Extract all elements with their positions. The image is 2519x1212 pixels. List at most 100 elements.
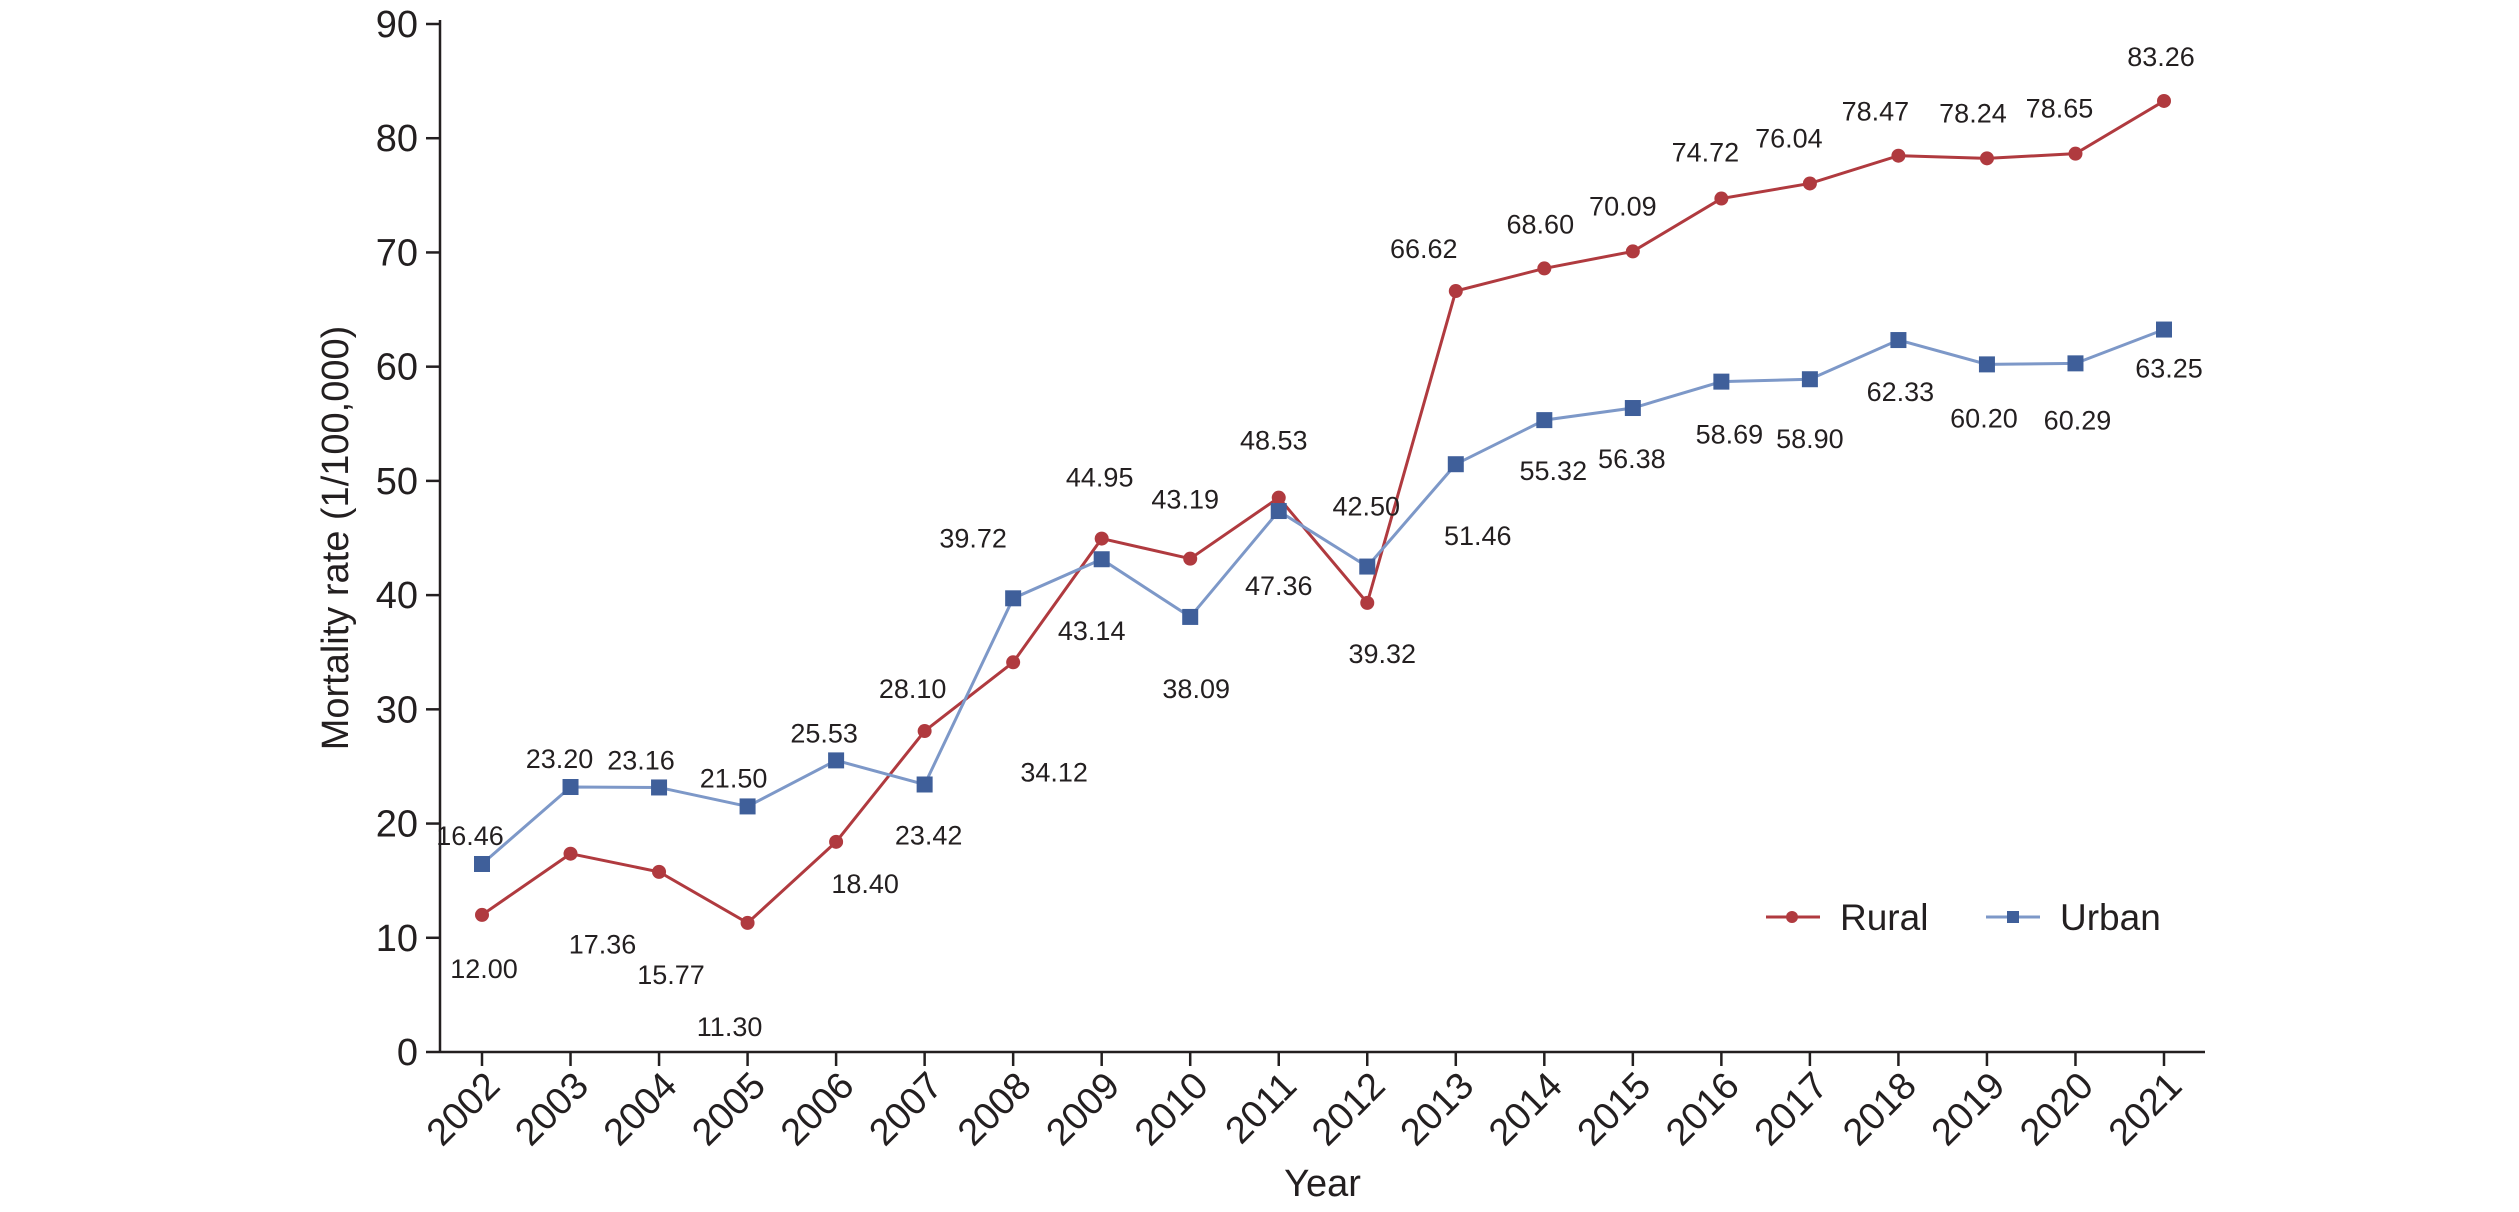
data-label: 74.72 — [1672, 138, 1740, 168]
x-tick-label: 2015 — [1570, 1065, 1659, 1154]
data-label: 78.24 — [1939, 98, 2007, 128]
x-tick-label: 2016 — [1658, 1065, 1747, 1154]
y-tick-label: 60 — [376, 347, 418, 389]
x-tick-label: 2018 — [1835, 1065, 1924, 1154]
data-point — [1182, 608, 1199, 625]
data-point — [651, 779, 668, 796]
data-point — [1891, 148, 1906, 163]
x-tick-label: 2007 — [862, 1065, 951, 1154]
data-point — [1447, 456, 1464, 473]
legend-label: Urban — [2060, 897, 2161, 938]
data-point — [1183, 551, 1198, 566]
data-label: 43.19 — [1151, 485, 1219, 515]
legend: Rural Urban — [1766, 897, 2161, 938]
data-label: 47.36 — [1245, 571, 1313, 601]
legend-item-urban: Urban — [1986, 897, 2161, 938]
legend-marker — [2007, 911, 2019, 923]
data-label: 76.04 — [1755, 123, 1823, 153]
data-point — [475, 907, 489, 922]
x-tick-label: 2010 — [1127, 1065, 1216, 1154]
data-point — [1978, 356, 1995, 373]
data-label: 51.46 — [1444, 521, 1512, 551]
data-label: 58.90 — [1776, 424, 1844, 454]
x-tick-label: 2009 — [1039, 1065, 1128, 1154]
x-tick-label: 2017 — [1747, 1065, 1836, 1154]
data-point — [1802, 176, 1817, 191]
y-tick-label: 80 — [376, 118, 418, 160]
data-point — [1713, 373, 1730, 390]
data-label: 17.36 — [569, 930, 637, 960]
x-tick-label: 2003 — [507, 1065, 596, 1154]
data-point — [2156, 321, 2172, 338]
legend-marker — [1786, 911, 1798, 923]
x-tick-label: 2013 — [1393, 1065, 1482, 1154]
y-tick-label: 50 — [376, 461, 418, 503]
y-tick-label: 10 — [376, 918, 418, 960]
data-point — [1536, 412, 1553, 429]
data-label: 15.77 — [637, 960, 705, 990]
series-line-rural — [481, 99, 2165, 925]
data-label: 58.69 — [1696, 420, 1764, 450]
series-line-urban — [481, 328, 2165, 866]
data-point — [1093, 551, 1110, 568]
data-point — [1094, 531, 1109, 546]
data-label: 48.53 — [1240, 426, 1308, 456]
data-point — [1625, 244, 1640, 259]
data-point — [474, 855, 490, 872]
series-rural — [475, 93, 2171, 930]
x-tick-label: 2002 — [419, 1065, 508, 1154]
data-point — [1714, 191, 1729, 206]
legend-label: Rural — [1840, 897, 1928, 938]
x-tick-label: 2014 — [1481, 1065, 1570, 1154]
data-point — [2068, 146, 2083, 161]
data-label: 39.32 — [1348, 639, 1416, 669]
data-label: 38.09 — [1162, 674, 1230, 704]
data-point — [828, 752, 845, 769]
y-axis-title: Mortality rate (1/100,000) — [315, 326, 357, 751]
x-tick-label: 2005 — [684, 1065, 773, 1154]
data-point — [1271, 490, 1286, 505]
x-tick-label: 2012 — [1304, 1065, 1393, 1154]
series-urban — [474, 321, 2172, 872]
data-label: 68.60 — [1507, 209, 1575, 239]
y-tick-label: 70 — [376, 232, 418, 274]
data-point — [1006, 655, 1021, 670]
x-tick-label: 2008 — [950, 1065, 1039, 1154]
data-point — [917, 724, 932, 739]
x-tick-label: 2021 — [2101, 1065, 2190, 1154]
data-label: 23.42 — [895, 820, 963, 850]
data-point — [739, 798, 756, 815]
x-tick-label: 2020 — [2012, 1065, 2101, 1154]
data-point — [1979, 151, 1994, 166]
data-point — [562, 779, 579, 796]
data-point — [1448, 284, 1463, 299]
data-point — [1624, 400, 1641, 417]
data-point — [1270, 503, 1287, 520]
data-point — [563, 846, 578, 861]
data-point — [2157, 93, 2171, 108]
x-tick-label: 2019 — [1924, 1065, 2013, 1154]
y-tick-label: 90 — [376, 4, 418, 46]
data-label: 28.10 — [879, 674, 947, 704]
data-label: 23.16 — [607, 745, 675, 775]
data-point — [1359, 558, 1376, 575]
data-point — [1801, 371, 1818, 388]
y-tick-label: 0 — [397, 1032, 418, 1074]
data-point — [2067, 355, 2084, 372]
x-tick-label: 2006 — [773, 1065, 862, 1154]
data-label: 39.72 — [939, 523, 1007, 553]
data-label: 63.25 — [2135, 354, 2203, 384]
data-label: 78.47 — [1842, 97, 1910, 127]
data-label: 11.30 — [697, 1012, 763, 1042]
y-tick-label: 40 — [376, 575, 418, 617]
data-label: 18.40 — [831, 869, 899, 899]
data-label: 62.33 — [1867, 377, 1935, 407]
series-layer — [474, 93, 2172, 930]
data-point — [1360, 595, 1375, 610]
data-label: 60.20 — [1950, 403, 2018, 433]
data-point — [916, 776, 933, 793]
data-label: 25.53 — [790, 718, 858, 748]
